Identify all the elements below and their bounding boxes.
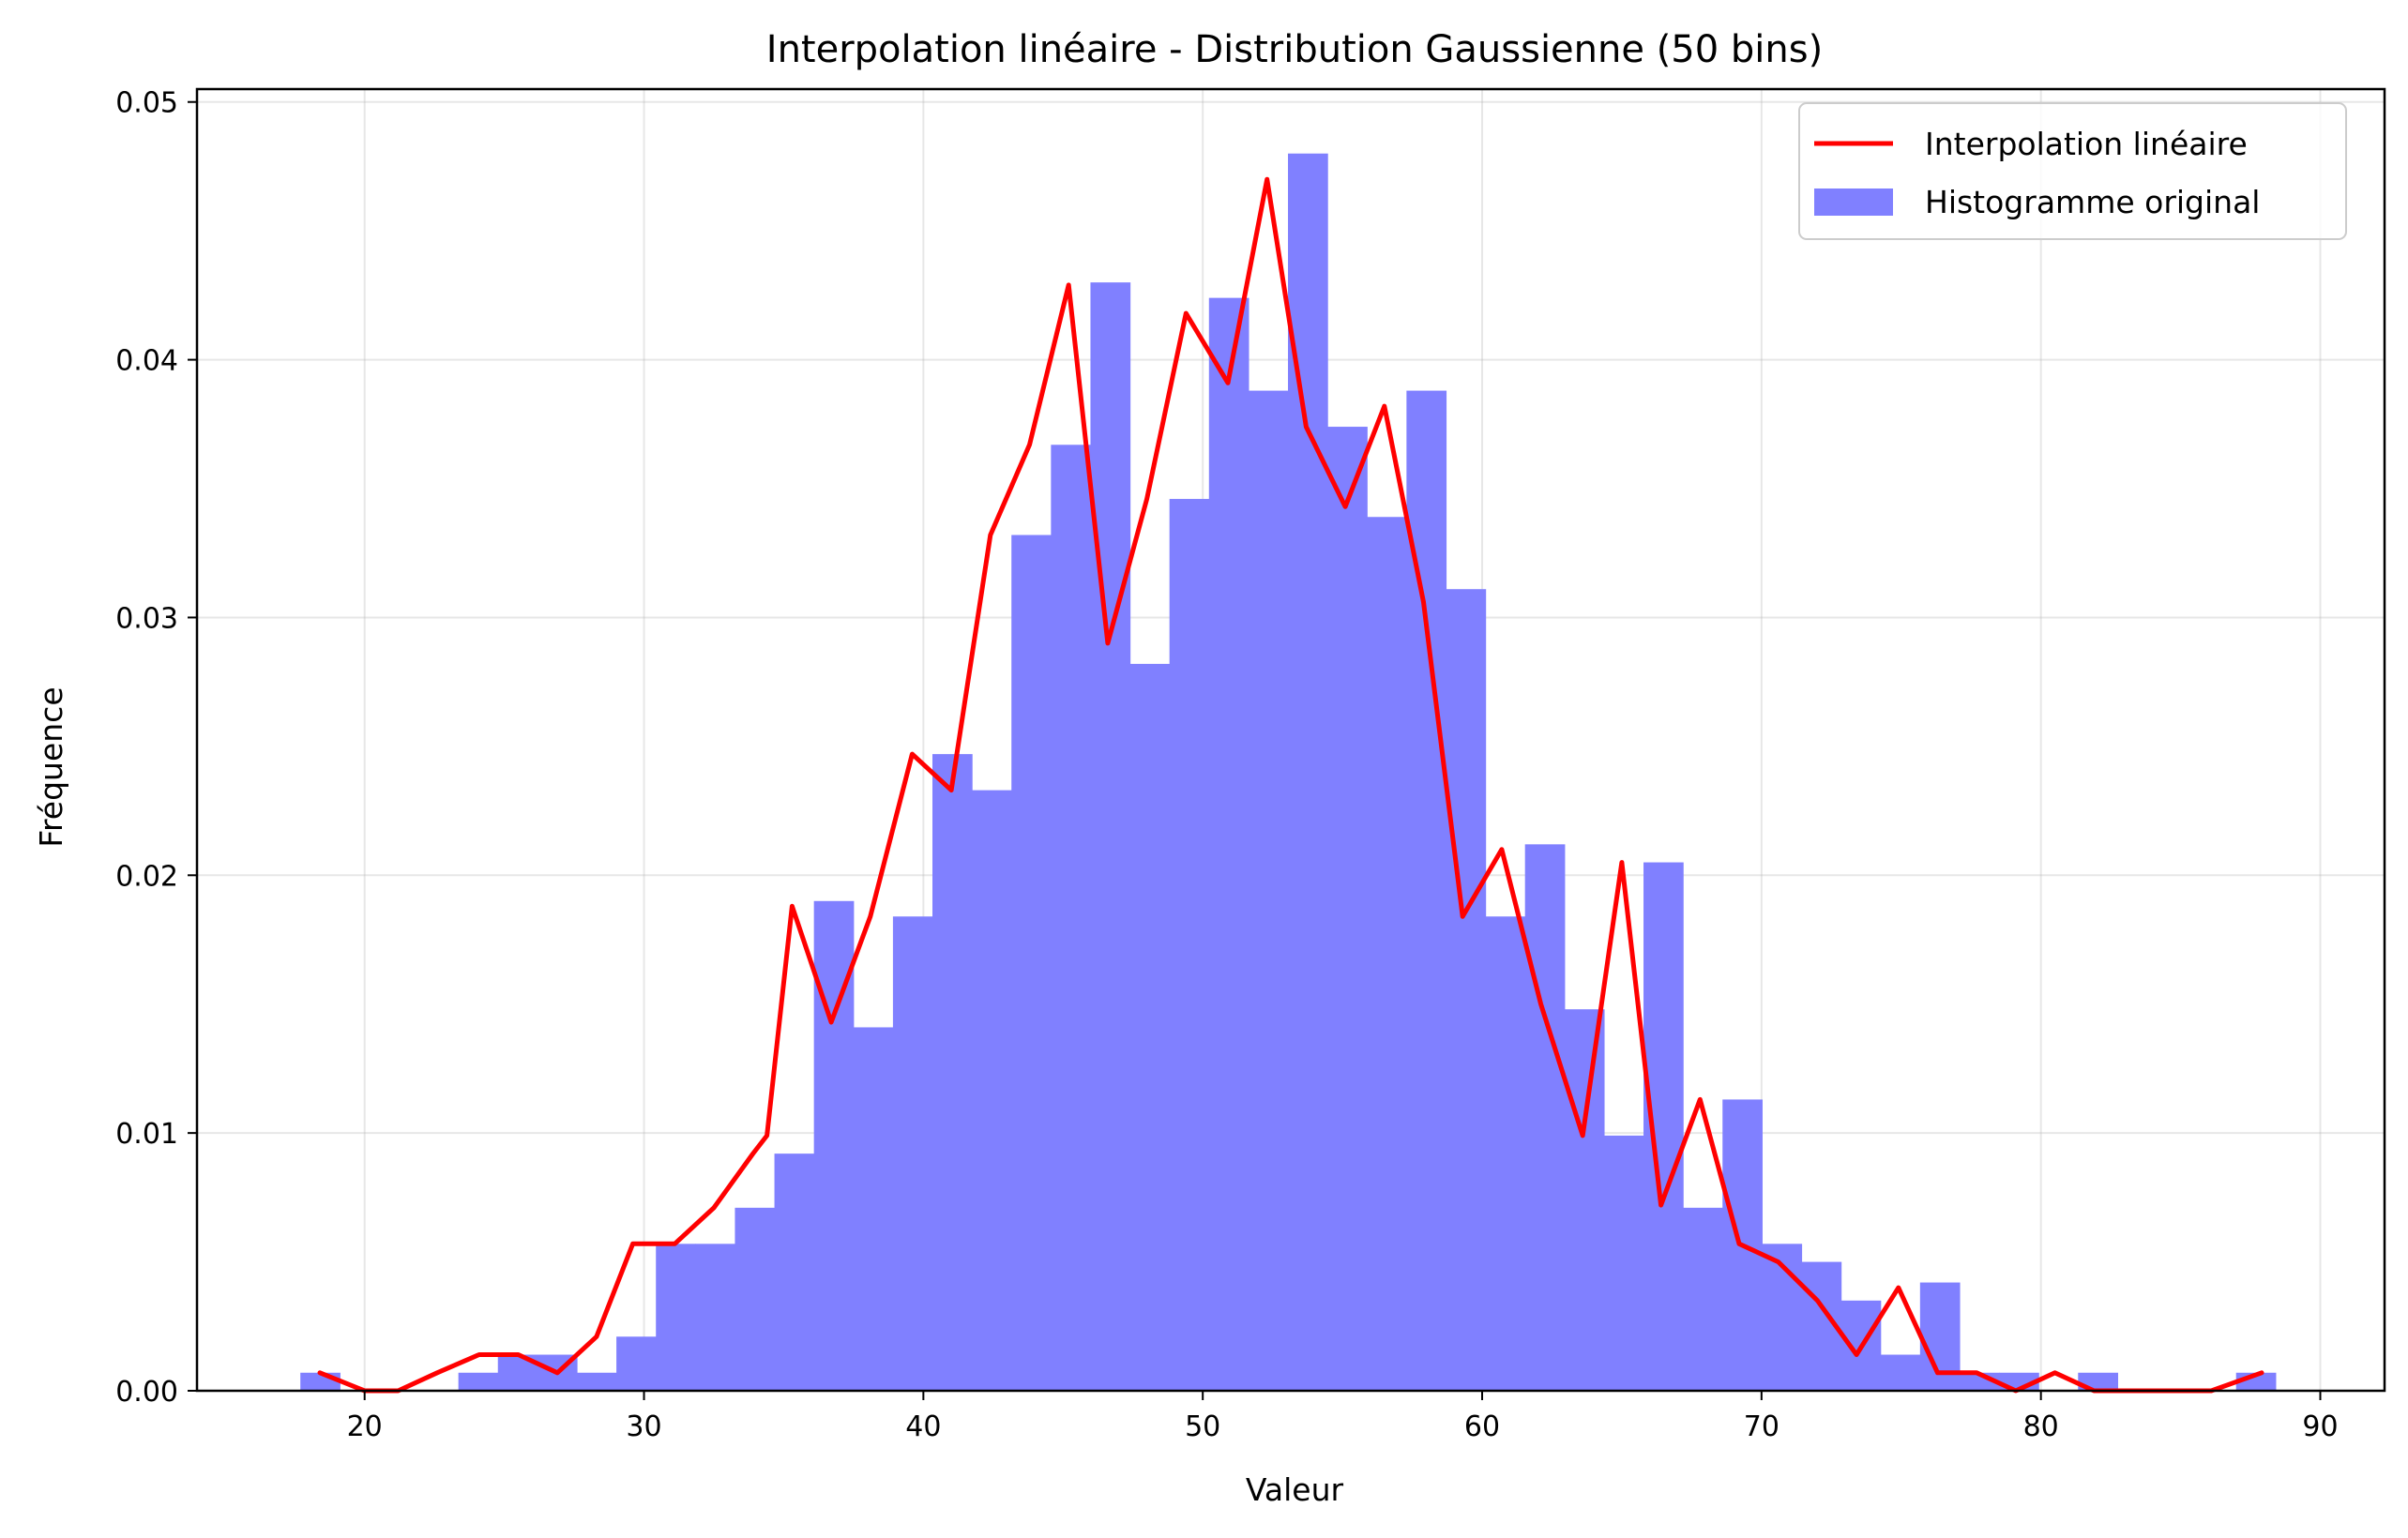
histogram-bar-35	[1683, 1207, 1723, 1391]
histogram-bar-20	[1090, 282, 1131, 1391]
histogram-bar-11	[735, 1207, 776, 1391]
y-tick-label-0: 0.00	[115, 1376, 178, 1409]
y-tick-label-5: 0.05	[115, 87, 178, 120]
histogram-bar-8	[616, 1336, 657, 1391]
histogram-bar-32	[1564, 1009, 1605, 1391]
histogram-bar-29	[1446, 589, 1487, 1391]
x-ticks: 20 30 40 50 60 70 80 90	[347, 1391, 2339, 1443]
x-tick-label-7: 90	[2302, 1410, 2338, 1443]
histogram-bar-9	[656, 1244, 696, 1391]
y-tick-label-4: 0.04	[115, 345, 178, 378]
x-tick-label-3: 50	[1185, 1410, 1220, 1443]
histogram-bar-4	[458, 1372, 499, 1391]
interpolation-line-layer	[317, 176, 2264, 1394]
y-tick-label-3: 0.03	[115, 602, 178, 635]
histogram-bar-33	[1603, 1135, 1644, 1391]
histogram-bar-31	[1524, 844, 1566, 1391]
x-tick-label-6: 80	[2023, 1410, 2059, 1443]
x-tick-label-0: 20	[347, 1410, 383, 1443]
histogram-bar-12	[774, 1154, 815, 1391]
legend: Interpolation linéaire Histogramme origi…	[1798, 102, 2347, 240]
histogram-bar-18	[1011, 535, 1052, 1391]
interpolation-line	[317, 176, 2264, 1394]
x-tick-label-1: 30	[626, 1410, 661, 1443]
x-tick-label-2: 40	[905, 1410, 941, 1443]
histogram-bar-22	[1169, 499, 1210, 1391]
histogram-bar-19	[1051, 445, 1092, 1391]
legend-label-interpolation: Interpolation linéaire	[1925, 126, 2248, 162]
histogram-bar-30	[1485, 916, 1526, 1391]
histogram-bar-24	[1248, 390, 1289, 1392]
x-tick-label-5: 70	[1744, 1410, 1779, 1443]
histogram-bar-16	[932, 754, 973, 1391]
histogram-bar-23	[1208, 297, 1249, 1392]
histogram-bar-7	[576, 1372, 617, 1391]
y-ticks: 0.00 0.01 0.02 0.03 0.04 0.05	[115, 87, 197, 1409]
y-axis-title: Fréquence	[33, 686, 69, 847]
histogram-bar-21	[1129, 663, 1171, 1391]
histogram-bar-26	[1327, 427, 1368, 1392]
y-tick-label-1: 0.01	[115, 1118, 178, 1151]
histogram-bar-40	[1880, 1354, 1921, 1391]
x-tick-label-4: 60	[1464, 1410, 1500, 1443]
histogram-bar-14	[853, 1027, 894, 1391]
x-axis-title: Valeur	[1246, 1471, 1344, 1508]
histogram-bar-27	[1367, 517, 1407, 1391]
histogram-bar-34	[1643, 862, 1684, 1391]
chart-title: Interpolation linéaire - Distribution Ga…	[766, 28, 1823, 71]
plot-frame	[195, 87, 2386, 1393]
histogram-bar-17	[972, 790, 1012, 1391]
histogram-bar-15	[892, 916, 933, 1391]
y-tick-label-2: 0.02	[115, 860, 178, 893]
histogram-bar-10	[695, 1244, 736, 1391]
legend-label-histogram: Histogramme original	[1925, 184, 2260, 220]
legend-frame	[1798, 102, 2347, 240]
legend-bar-swatch	[1814, 188, 1893, 216]
histogram-bars	[300, 153, 2277, 1392]
